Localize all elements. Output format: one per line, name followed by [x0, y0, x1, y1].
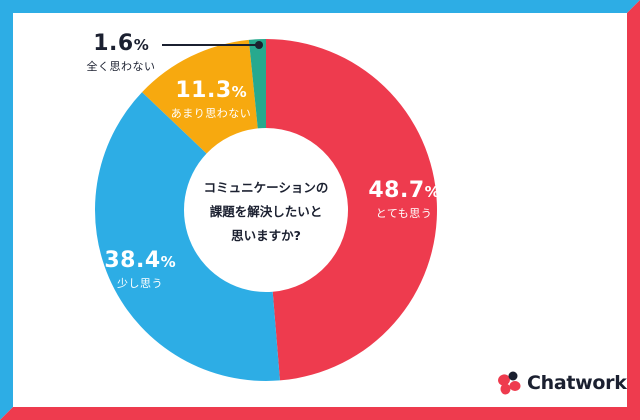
label-not-much-value: 11.3 — [175, 78, 232, 103]
chatwork-logo: Chatwork — [497, 370, 627, 396]
chatwork-wordmark: Chatwork — [527, 372, 627, 394]
slice-not-much — [142, 39, 258, 154]
label-very-much-value: 48.7 — [368, 178, 425, 203]
center-question-line2: 課題を解決したいと — [209, 204, 323, 219]
donut-slices — [94, 39, 438, 382]
label-not-at-all-value: 1.6 — [93, 31, 134, 56]
label-not-at-all: 1.6% 全く思わない — [80, 33, 162, 74]
label-very-much-text: とても思う — [375, 207, 433, 220]
slice-not-at-all — [248, 39, 266, 129]
chatwork-flower-icon — [498, 371, 521, 395]
label-not-much-text: あまり思わない — [170, 107, 252, 120]
label-not-at-all-text: 全く思わない — [86, 60, 156, 73]
slice-very-much — [266, 39, 438, 381]
slice-somewhat — [94, 92, 280, 382]
label-not-much: 11.3% あまり思わない — [166, 80, 256, 121]
label-somewhat-value: 38.4 — [104, 248, 161, 273]
center-question-line1: コミュニケーションの — [203, 180, 329, 195]
center-question-line3: 思いますか? — [231, 228, 301, 243]
leader-dot — [255, 41, 263, 49]
label-very-much: 48.7% とても思う — [368, 178, 440, 221]
center-question: コミュニケーションの 課題を解決したいと 思いますか? — [196, 176, 336, 248]
label-somewhat-text: 少し思う — [117, 277, 163, 290]
label-somewhat: 38.4% 少し思う — [104, 248, 176, 291]
